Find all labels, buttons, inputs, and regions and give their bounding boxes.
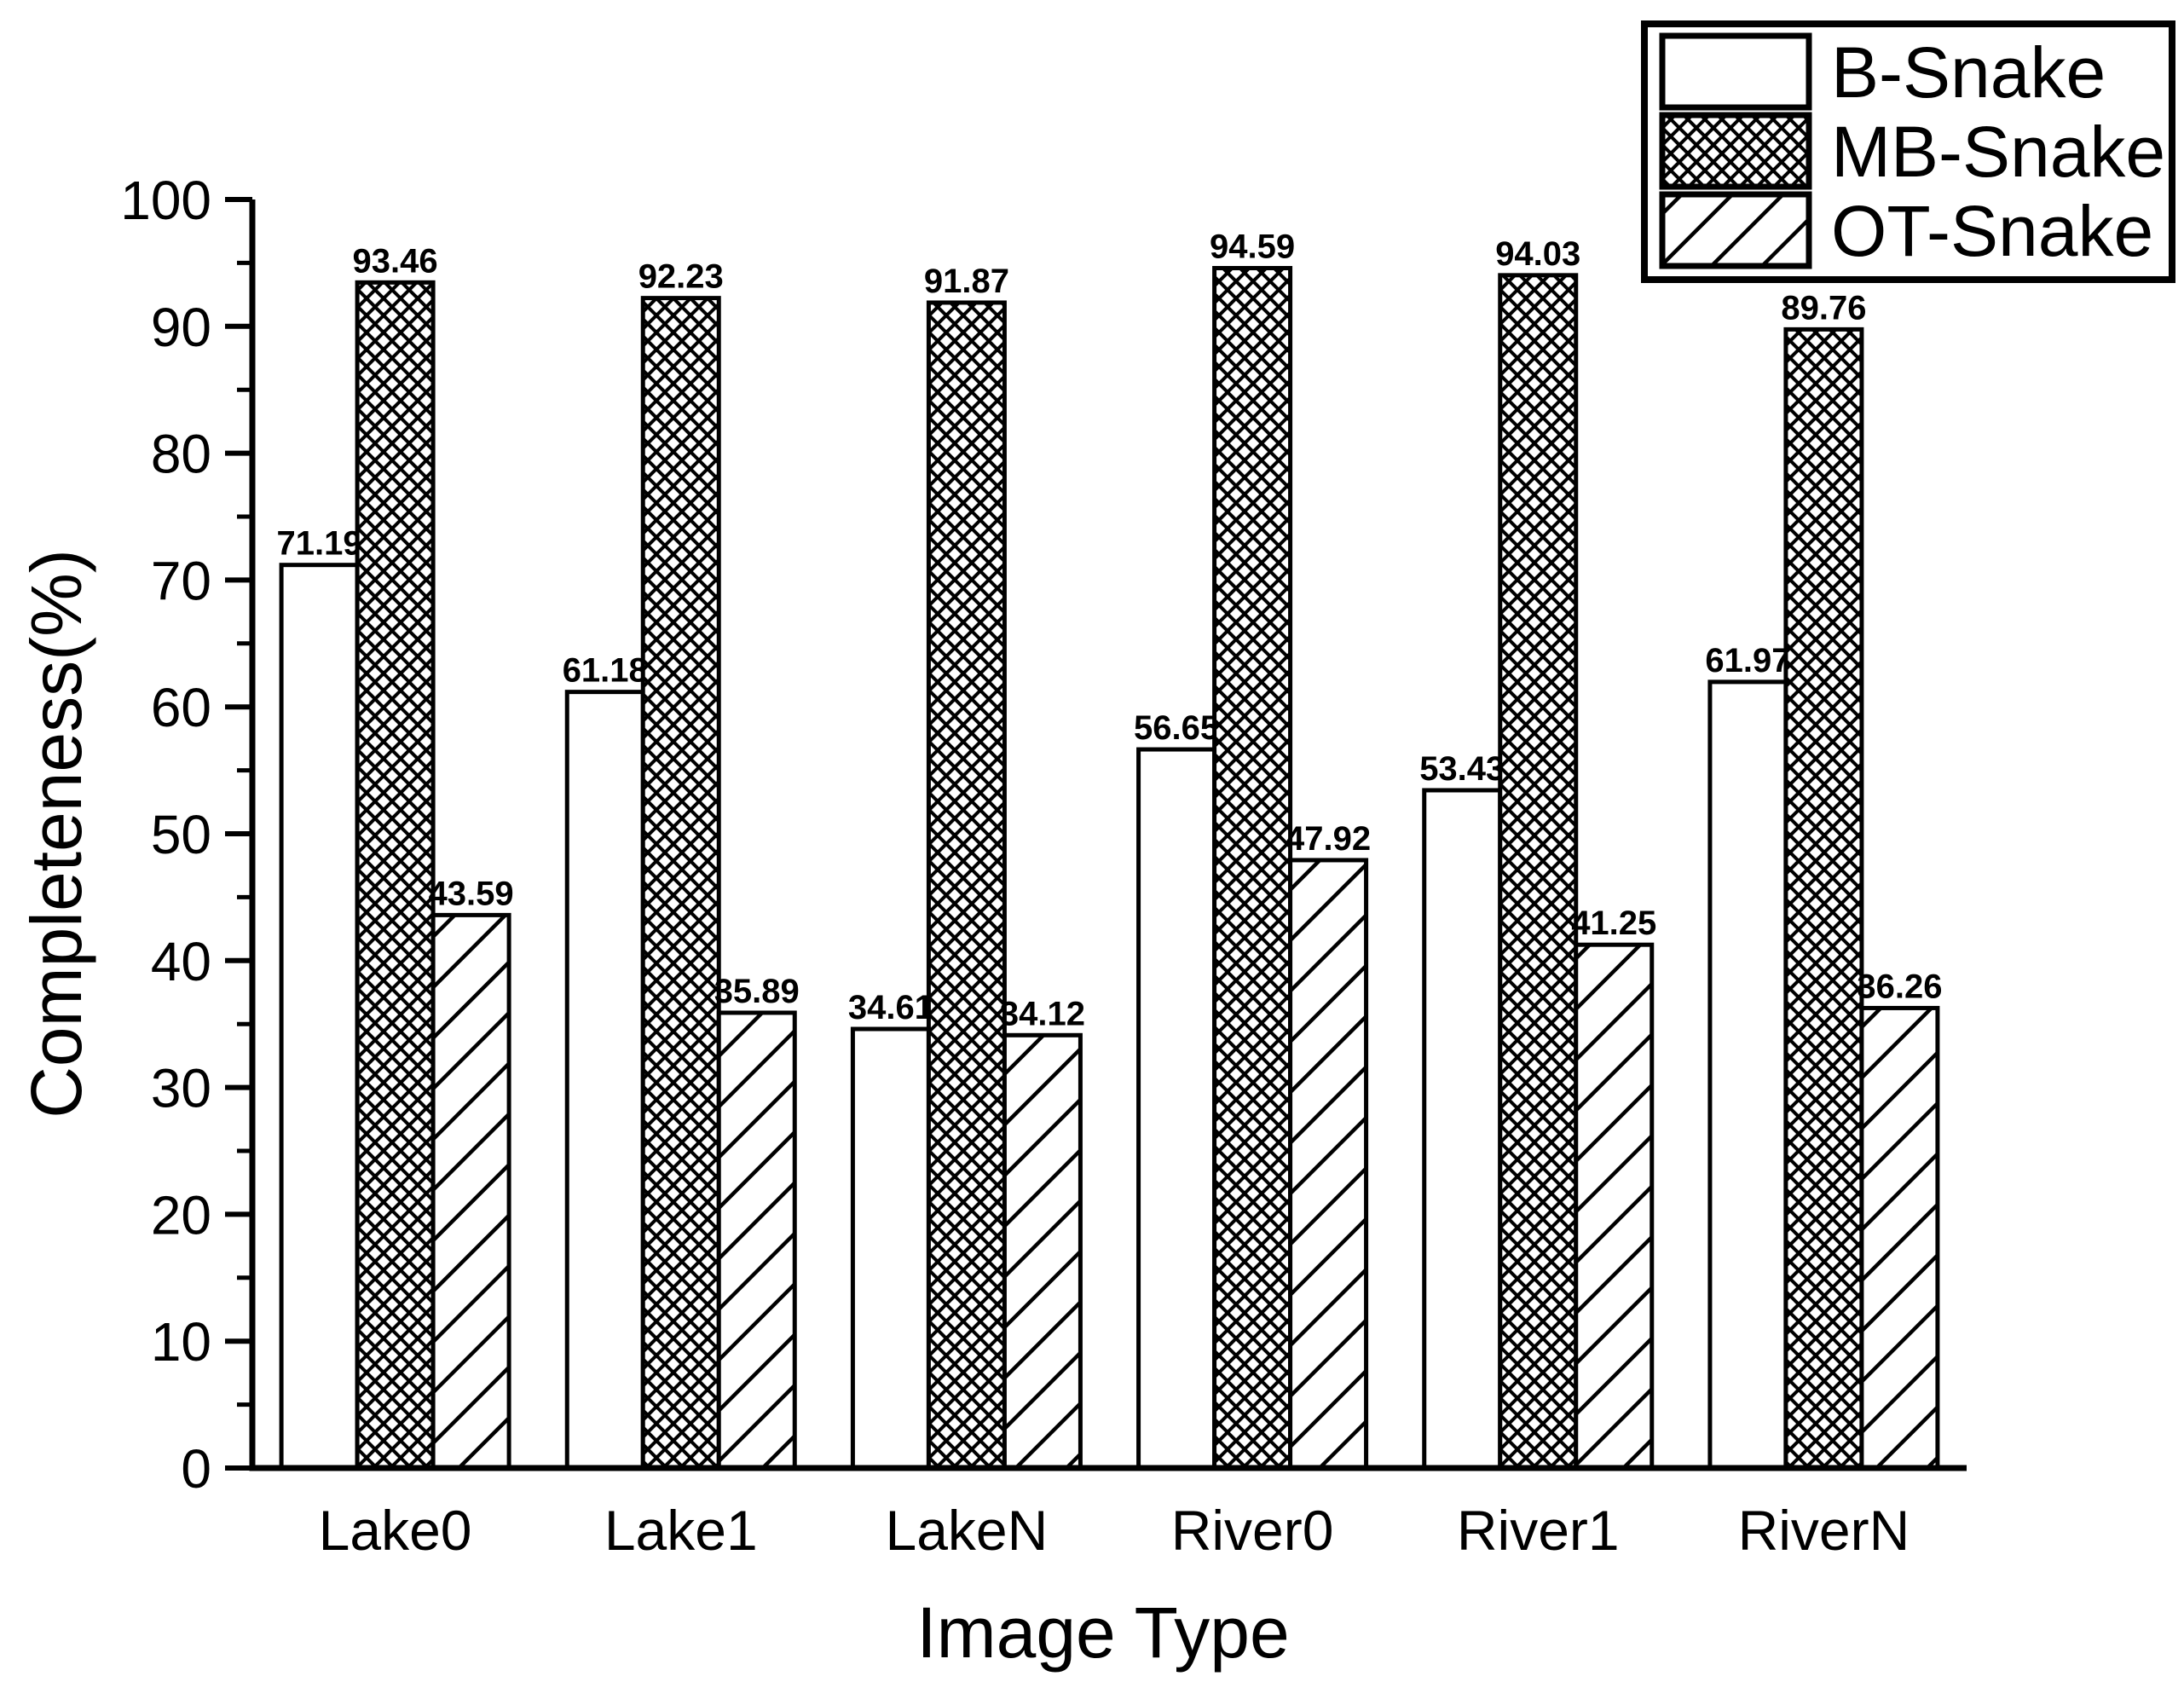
y-axis-tick-label-10: 10 [151,1311,211,1373]
bar-B-Snake-River1 [1422,788,1503,1471]
bar-OT-Snake-River1 [1574,942,1655,1471]
x-axis-category-label-River1: River1 [1457,1499,1620,1562]
x-axis-category-label-Lake0: Lake0 [319,1499,472,1562]
x-axis-category-label-LakeN: LakeN [886,1499,1049,1562]
legend-item-label-MB-Snake: MB-Snake [1831,112,2165,192]
bar-value-label-MB-Snake-RiverN: 89.76 [1781,289,1866,327]
bar-value-label-MB-Snake-LakeN: 91.87 [924,263,1009,300]
bar-OT-Snake-RiverN [1859,1005,1940,1471]
axes-group: 0 10 20 30 40 50 60 70 80 90 100 Lake0 Lake1 LakeN Riv… [120,170,1967,1562]
bar-B-Snake-Lake0 [279,563,360,1471]
legend-swatch-OT-Snake [1659,191,1812,269]
legend-item-label-B-Snake: B-Snake [1831,32,2106,113]
bar-value-label-MB-Snake-Lake0: 93.46 [353,242,438,280]
bar-OT-Snake-Lake0 [430,912,511,1471]
y-axis-tick-label-0: 0 [181,1438,211,1500]
bar-value-label-OT-Snake-River0: 47.92 [1286,820,1371,858]
bar-value-label-B-Snake-Lake0: 71.19 [277,525,362,563]
bar-value-label-OT-Snake-Lake0: 43.59 [429,875,514,912]
x-axis-title: Image Type [916,1592,1289,1673]
bars-group: 71.19 93.46 43.59 61.18 92.23 35.89 34.61 91.87… [277,228,1942,1471]
bar-B-Snake-RiverN [1707,679,1788,1471]
y-axis-tick-label-80: 80 [151,424,211,485]
bar-value-label-B-Snake-LakeN: 34.61 [848,989,933,1026]
bar-value-label-B-Snake-River0: 56.65 [1134,709,1219,747]
legend-swatch-B-Snake [1659,32,1812,111]
y-axis-tick-label-70: 70 [151,550,211,611]
bar-MB-Snake-Lake0 [355,280,436,1471]
x-axis-category-label-Lake1: Lake1 [604,1499,758,1562]
bar-B-Snake-River0 [1136,747,1217,1471]
bar-MB-Snake-LakeN [926,300,1007,1471]
bar-value-label-B-Snake-River1: 53.43 [1419,750,1505,788]
bar-B-Snake-Lake1 [564,690,645,1471]
bar-value-label-B-Snake-RiverN: 61.97 [1705,642,1790,679]
x-axis-category-label-River0: River0 [1171,1499,1334,1562]
x-axis-category-label-RiverN: RiverN [1738,1499,1910,1562]
y-axis-tick-label-20: 20 [151,1184,211,1246]
bar-value-label-MB-Snake-Lake1: 92.23 [638,258,724,296]
bar-value-label-MB-Snake-River1: 94.03 [1495,235,1580,273]
bar-value-label-B-Snake-Lake1: 61.18 [563,652,648,690]
bar-OT-Snake-River0 [1288,858,1369,1471]
y-axis-tick-label-60: 60 [151,677,211,738]
bar-MB-Snake-Lake1 [640,296,721,1471]
y-axis-tick-label-30: 30 [151,1058,211,1119]
y-axis-title: Completeness(%) [16,549,96,1118]
bar-MB-Snake-River0 [1212,266,1293,1471]
legend-item-label-OT-Snake: OT-Snake [1831,191,2153,271]
bar-value-label-MB-Snake-River0: 94.59 [1210,228,1295,266]
bar-MB-Snake-River1 [1498,273,1579,1471]
bar-OT-Snake-Lake1 [716,1010,797,1471]
legend-swatch-MB-Snake [1659,112,1812,190]
y-axis-tick-label-90: 90 [151,297,211,358]
bar-MB-Snake-RiverN [1783,327,1864,1471]
y-axis-tick-label-40: 40 [151,931,211,992]
bar-value-label-OT-Snake-LakeN: 34.12 [1000,995,1085,1032]
y-axis-tick-label-50: 50 [151,804,211,865]
bar-value-label-OT-Snake-River1: 41.25 [1571,905,1656,942]
bar-B-Snake-LakeN [850,1026,931,1471]
bar-value-label-OT-Snake-Lake1: 35.89 [714,973,800,1010]
bar-OT-Snake-LakeN [1002,1032,1083,1471]
y-axis-tick-label-100: 100 [120,170,211,231]
bar-value-label-OT-Snake-RiverN: 36.26 [1857,968,1942,1005]
